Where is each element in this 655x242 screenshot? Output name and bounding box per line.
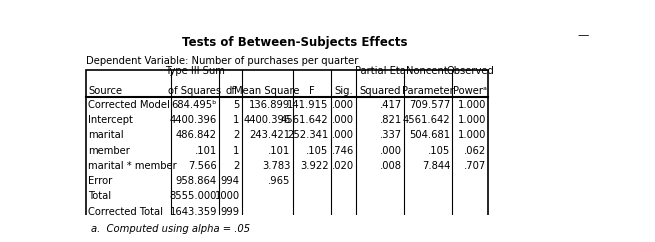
Text: 243.421: 243.421 bbox=[250, 130, 291, 140]
Text: of Squares: of Squares bbox=[168, 86, 221, 96]
Text: 4400.396: 4400.396 bbox=[243, 115, 291, 125]
Text: 1000: 1000 bbox=[215, 191, 240, 201]
Text: 4561.642: 4561.642 bbox=[281, 115, 329, 125]
Text: .062: .062 bbox=[464, 145, 486, 156]
Text: 958.864: 958.864 bbox=[176, 176, 217, 186]
Text: 2: 2 bbox=[233, 130, 240, 140]
Text: .101: .101 bbox=[269, 145, 291, 156]
Text: 1: 1 bbox=[233, 115, 240, 125]
Text: —: — bbox=[577, 30, 588, 40]
Text: .707: .707 bbox=[464, 161, 486, 171]
Bar bbox=[86, 70, 488, 219]
Text: .000: .000 bbox=[380, 145, 402, 156]
Text: Noncent.: Noncent. bbox=[406, 66, 451, 76]
Text: Error: Error bbox=[88, 176, 112, 186]
Text: Observed: Observed bbox=[446, 66, 494, 76]
Text: Source: Source bbox=[88, 86, 122, 96]
Text: 7.844: 7.844 bbox=[422, 161, 451, 171]
Text: 141.915: 141.915 bbox=[287, 100, 329, 110]
Text: F: F bbox=[309, 86, 314, 96]
Text: member: member bbox=[88, 145, 130, 156]
Text: Sig.: Sig. bbox=[334, 86, 352, 96]
Text: 1643.359: 1643.359 bbox=[170, 207, 217, 217]
Text: a.  Computed using alpha = .05: a. Computed using alpha = .05 bbox=[91, 224, 250, 234]
Text: 8555.000: 8555.000 bbox=[170, 191, 217, 201]
Text: 2: 2 bbox=[233, 161, 240, 171]
Text: Corrected Total: Corrected Total bbox=[88, 207, 163, 217]
Text: 3.922: 3.922 bbox=[300, 161, 329, 171]
Text: marital: marital bbox=[88, 130, 124, 140]
Text: 1.000: 1.000 bbox=[458, 130, 486, 140]
Text: Mean Square: Mean Square bbox=[234, 86, 300, 96]
Text: 684.495ᵇ: 684.495ᵇ bbox=[172, 100, 217, 110]
Text: .101: .101 bbox=[195, 145, 217, 156]
Text: 4400.396: 4400.396 bbox=[170, 115, 217, 125]
Text: Powerᵃ: Powerᵃ bbox=[453, 86, 487, 96]
Text: 709.577: 709.577 bbox=[409, 100, 451, 110]
Text: 1.000: 1.000 bbox=[458, 115, 486, 125]
Text: .965: .965 bbox=[268, 176, 291, 186]
Text: 136.899: 136.899 bbox=[250, 100, 291, 110]
Text: .105: .105 bbox=[428, 145, 451, 156]
Text: .746: .746 bbox=[331, 145, 354, 156]
Text: Parameter: Parameter bbox=[402, 86, 454, 96]
Text: 486.842: 486.842 bbox=[176, 130, 217, 140]
Text: 504.681: 504.681 bbox=[409, 130, 451, 140]
Text: 252.341: 252.341 bbox=[288, 130, 329, 140]
Text: 1.000: 1.000 bbox=[458, 100, 486, 110]
Text: .000: .000 bbox=[332, 130, 354, 140]
Text: Corrected Model: Corrected Model bbox=[88, 100, 170, 110]
Text: Total: Total bbox=[88, 191, 111, 201]
Text: .417: .417 bbox=[380, 100, 402, 110]
Text: Dependent Variable: Number of purchases per quarter: Dependent Variable: Number of purchases … bbox=[86, 56, 358, 66]
Text: Squared: Squared bbox=[360, 86, 401, 96]
Text: df: df bbox=[225, 86, 235, 96]
Text: .008: .008 bbox=[380, 161, 402, 171]
Text: 994: 994 bbox=[221, 176, 240, 186]
Text: .105: .105 bbox=[307, 145, 329, 156]
Text: Intercept: Intercept bbox=[88, 115, 133, 125]
Text: .821: .821 bbox=[380, 115, 402, 125]
Text: Type III Sum: Type III Sum bbox=[165, 66, 225, 76]
Text: Tests of Between-Subjects Effects: Tests of Between-Subjects Effects bbox=[182, 36, 408, 49]
Text: 3.783: 3.783 bbox=[262, 161, 291, 171]
Text: .000: .000 bbox=[332, 115, 354, 125]
Text: .000: .000 bbox=[332, 100, 354, 110]
Text: .020: .020 bbox=[332, 161, 354, 171]
Text: Partial Eta: Partial Eta bbox=[354, 66, 405, 76]
Text: .337: .337 bbox=[380, 130, 402, 140]
Text: 1: 1 bbox=[233, 145, 240, 156]
Text: marital * member: marital * member bbox=[88, 161, 177, 171]
Text: 7.566: 7.566 bbox=[188, 161, 217, 171]
Text: 4561.642: 4561.642 bbox=[403, 115, 451, 125]
Text: 5: 5 bbox=[233, 100, 240, 110]
Text: 999: 999 bbox=[221, 207, 240, 217]
